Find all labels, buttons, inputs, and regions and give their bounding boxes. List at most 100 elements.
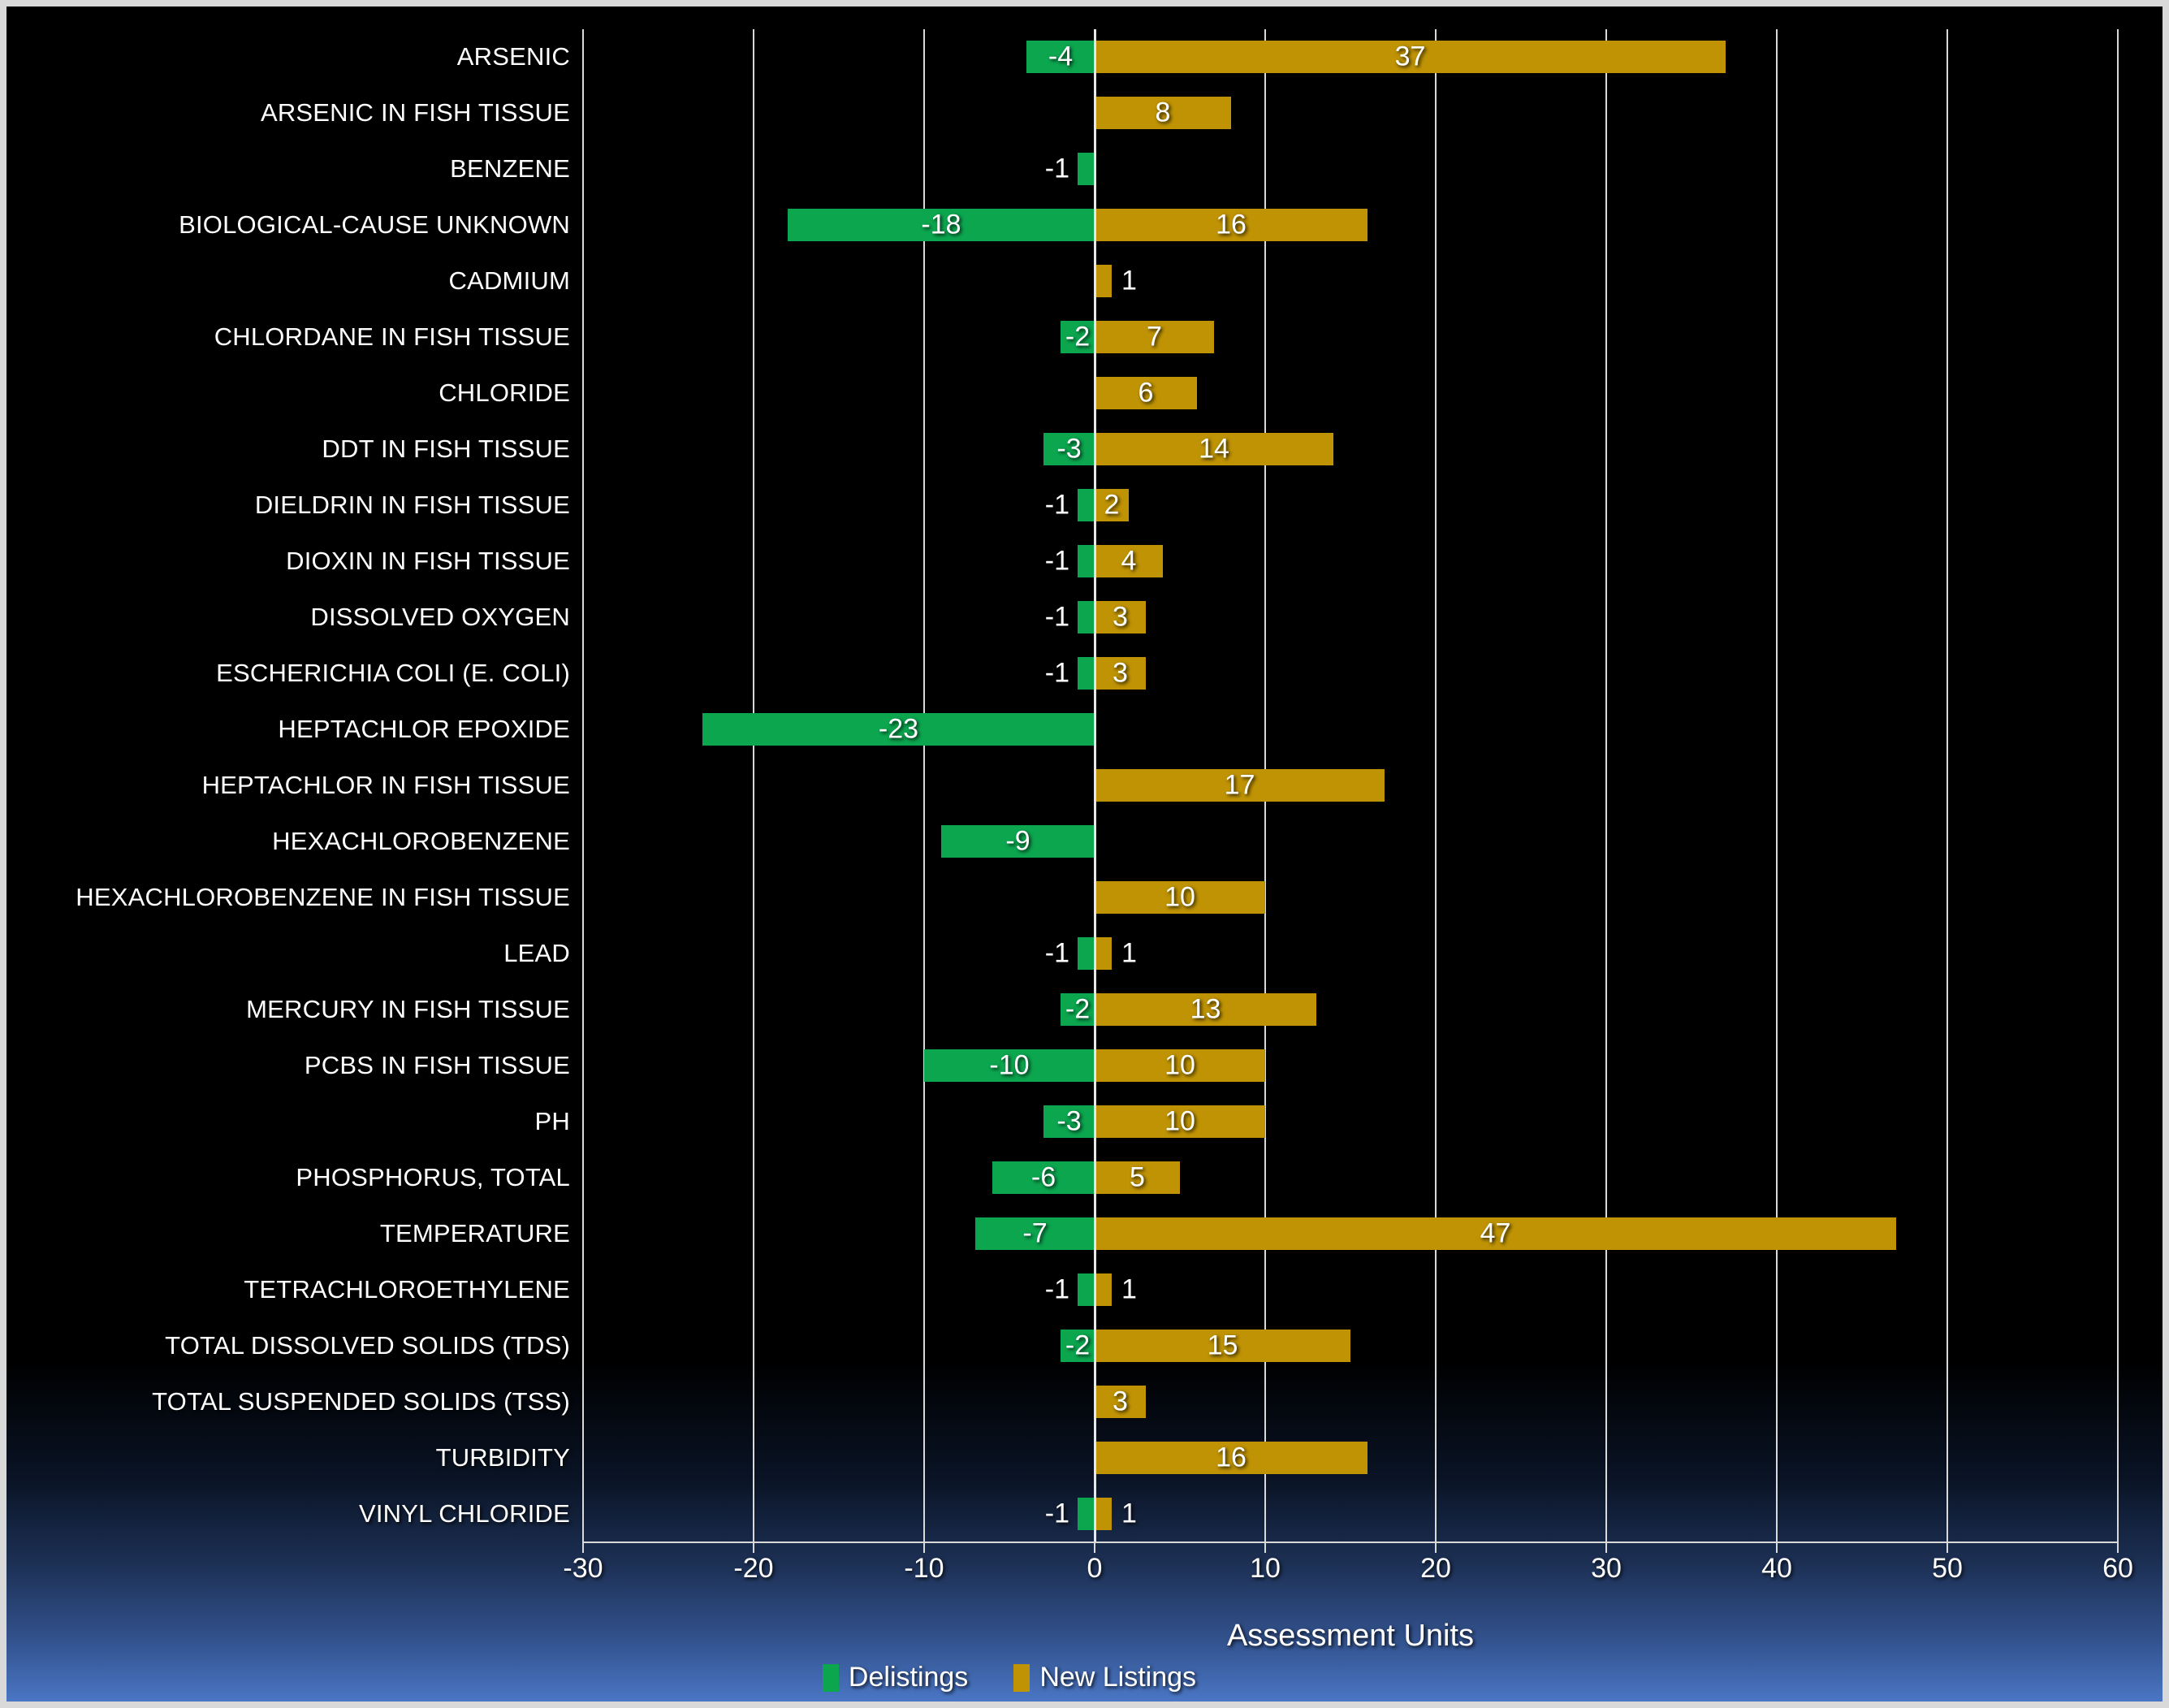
axis-tick bbox=[923, 1542, 925, 1553]
chart-row: 17 bbox=[583, 758, 2118, 814]
gridline bbox=[1605, 29, 1607, 1542]
chart-row: -2 15 bbox=[583, 1317, 2118, 1373]
x-tick-label: 20 bbox=[1420, 1553, 1451, 1584]
chart-row: -1 1 bbox=[583, 1485, 2118, 1542]
chart-row: -1 4 bbox=[583, 534, 2118, 590]
bar-value-label: 16 bbox=[1216, 1442, 1247, 1473]
x-tick-label: 0 bbox=[1087, 1553, 1103, 1584]
category-label: HEXACHLOROBENZENE bbox=[272, 826, 570, 855]
category-label: VINYL CHLORIDE bbox=[358, 1498, 570, 1528]
new-listings-bar bbox=[1094, 1049, 1265, 1082]
category-label: CHLORDANE IN FISH TISSUE bbox=[214, 322, 570, 352]
bar-value-label: 3 bbox=[1113, 601, 1128, 633]
bar-value-label: -1 bbox=[1044, 937, 1069, 969]
new-listings-bar bbox=[1094, 1217, 1896, 1250]
chart-row: -1 1 bbox=[583, 1261, 2118, 1317]
bar-value-label: 37 bbox=[1394, 41, 1426, 72]
bar-value-label: 1 bbox=[1121, 1498, 1137, 1529]
delistings-bar bbox=[1078, 657, 1095, 690]
x-axis-title: Assessment Units bbox=[1226, 1619, 1475, 1653]
delistings-bar bbox=[1061, 321, 1095, 354]
delistings-bar bbox=[1078, 489, 1095, 522]
new-listings-bar bbox=[1094, 880, 1265, 914]
bar-value-label: 1 bbox=[1121, 937, 1137, 969]
bar-value-label: -1 bbox=[1044, 153, 1069, 184]
bar-value-label: 17 bbox=[1224, 769, 1255, 801]
x-tick-label: -10 bbox=[904, 1553, 944, 1584]
category-label: MERCURY IN FISH TISSUE bbox=[246, 994, 570, 1023]
chart-row: -4 37 bbox=[583, 29, 2118, 85]
category-label: BENZENE bbox=[450, 154, 570, 184]
delistings-bar bbox=[1078, 1497, 1095, 1530]
chart-row: -6 5 bbox=[583, 1149, 2118, 1205]
category-label: PH bbox=[534, 1106, 570, 1135]
chart-row: -3 10 bbox=[583, 1093, 2118, 1149]
category-label: DISSOLVED OXYGEN bbox=[310, 603, 570, 632]
new-listings-bar bbox=[1094, 489, 1129, 522]
bar-value-label: -2 bbox=[1065, 993, 1091, 1025]
category-label: HEXACHLOROBENZENE IN FISH TISSUE bbox=[76, 882, 570, 911]
chart-row: 16 bbox=[583, 1429, 2118, 1485]
bar-value-label: -3 bbox=[1056, 433, 1082, 465]
chart-row: -1 1 bbox=[583, 925, 2118, 981]
new-listings-bar bbox=[1094, 1385, 1146, 1418]
new-listings-bar bbox=[1094, 936, 1112, 970]
category-label: CADMIUM bbox=[448, 266, 570, 296]
chart-row: -1 bbox=[583, 141, 2118, 197]
category-label: LEAD bbox=[503, 938, 570, 967]
delistings-bar bbox=[788, 209, 1095, 242]
delistings-bar bbox=[941, 824, 1095, 858]
x-axis-line bbox=[583, 1542, 2118, 1543]
delistings-bar bbox=[992, 1161, 1095, 1194]
category-label: CHLORIDE bbox=[439, 378, 570, 408]
bar-value-label: 7 bbox=[1147, 321, 1162, 352]
bar-value-label: 47 bbox=[1480, 1217, 1511, 1249]
category-label: HEPTACHLOR EPOXIDE bbox=[278, 715, 570, 744]
legend: Delistings New Listings bbox=[6, 1662, 2012, 1693]
bar-value-label: -10 bbox=[989, 1049, 1030, 1081]
delistings-bar bbox=[1061, 1329, 1095, 1362]
bar-value-label: 6 bbox=[1138, 377, 1154, 409]
new-listings-bar bbox=[1094, 1161, 1180, 1194]
category-label: TOTAL SUSPENDED SOLIDS (TSS) bbox=[152, 1386, 570, 1416]
legend-item-delistings: Delistings bbox=[822, 1662, 969, 1693]
axis-tick bbox=[1605, 1542, 1607, 1553]
new-listings-bar bbox=[1094, 433, 1333, 466]
bar-value-label: 8 bbox=[1155, 97, 1171, 128]
bar-value-label: -1 bbox=[1044, 1273, 1069, 1305]
category-label: HEPTACHLOR IN FISH TISSUE bbox=[201, 770, 570, 799]
new-listings-bar bbox=[1094, 601, 1146, 634]
new-listings-bar bbox=[1094, 657, 1146, 690]
bar-value-label: 15 bbox=[1207, 1330, 1238, 1361]
gridline bbox=[582, 29, 584, 1542]
bar-value-label: -18 bbox=[921, 209, 961, 240]
delistings-bar bbox=[975, 1217, 1095, 1250]
bar-value-label: -4 bbox=[1048, 41, 1074, 72]
new-listings-bar bbox=[1094, 321, 1214, 354]
delistings-bar bbox=[1078, 601, 1095, 634]
new-listings-bar bbox=[1094, 768, 1385, 802]
chart-row: 1 bbox=[583, 253, 2118, 309]
bar-value-label: 5 bbox=[1130, 1161, 1145, 1193]
category-label: DIELDRIN IN FISH TISSUE bbox=[254, 491, 570, 520]
chart-row: 8 bbox=[583, 85, 2118, 141]
bars-layer: -4 37 8 -1 -18 16 1 -2 7 6 -3 14 -1 2 -1 4 -1 3 -1 3 -23 17 -9… bbox=[583, 29, 2118, 1542]
chart-row: -1 3 bbox=[583, 646, 2118, 702]
gridline bbox=[1946, 29, 1948, 1542]
legend-label-delistings: Delistings bbox=[848, 1662, 969, 1693]
category-label: DDT IN FISH TISSUE bbox=[322, 435, 570, 464]
legend-item-new-listings: New Listings bbox=[1013, 1662, 1196, 1693]
category-label: TETRACHLOROETHYLENE bbox=[244, 1274, 570, 1304]
delistings-bar bbox=[702, 713, 1095, 746]
delistings-bar bbox=[1026, 41, 1095, 74]
category-label: BIOLOGICAL-CAUSE UNKNOWN bbox=[179, 210, 570, 240]
gridline bbox=[922, 29, 925, 1542]
bar-value-label: -1 bbox=[1044, 1498, 1069, 1529]
x-tick-label: 30 bbox=[1591, 1553, 1622, 1584]
bar-value-label: -1 bbox=[1044, 545, 1069, 577]
chart-row: -9 bbox=[583, 813, 2118, 869]
delistings-bar bbox=[1078, 1273, 1095, 1306]
chart-row: -7 47 bbox=[583, 1205, 2118, 1261]
delistings-bar bbox=[1043, 1105, 1095, 1138]
delistings-bar bbox=[924, 1049, 1095, 1082]
